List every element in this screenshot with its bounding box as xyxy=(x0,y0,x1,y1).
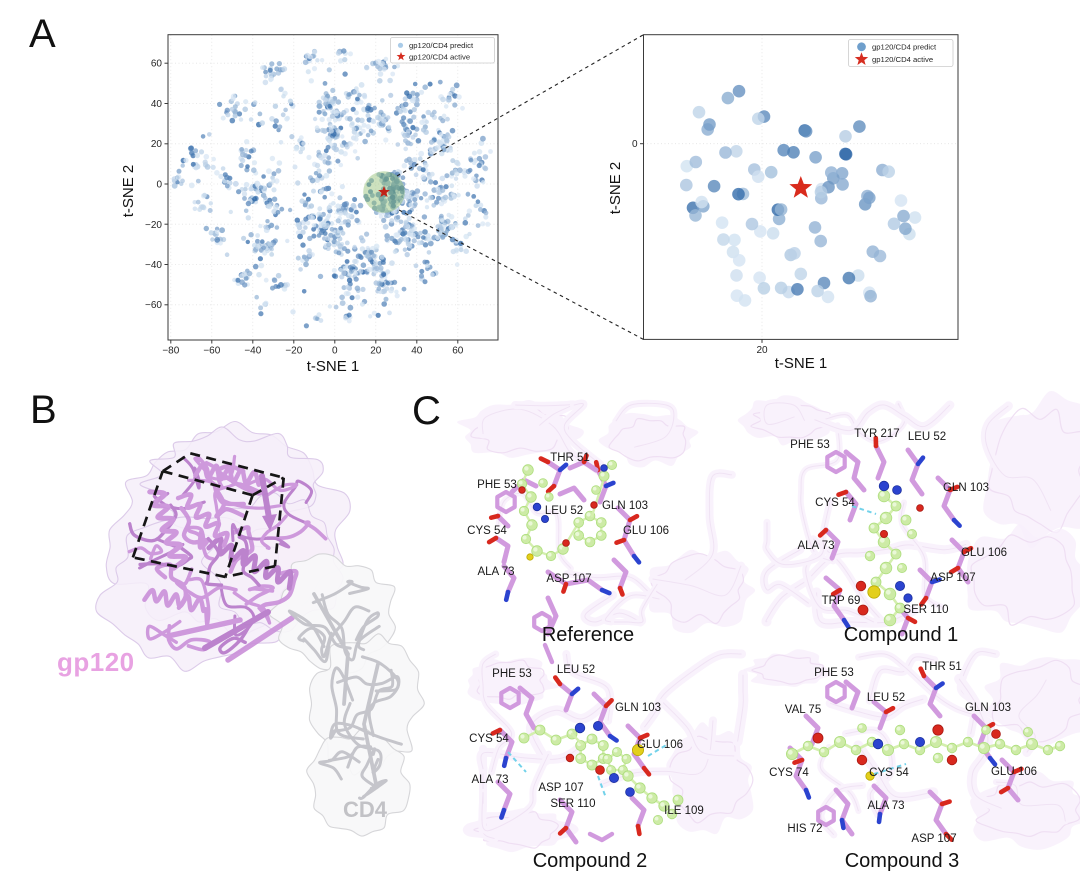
svg-text:C: C xyxy=(412,389,441,433)
svg-text:60: 60 xyxy=(151,59,163,70)
svg-text:t-SNE 2: t-SNE 2 xyxy=(120,165,137,218)
svg-text:−40: −40 xyxy=(145,260,162,271)
svg-text:gp120/CD4 predict: gp120/CD4 predict xyxy=(872,43,937,52)
svg-text:CD4: CD4 xyxy=(343,797,388,822)
svg-text:CYS 74: CYS 74 xyxy=(769,767,809,779)
svg-text:SER 110: SER 110 xyxy=(550,798,595,810)
svg-text:Compound 2: Compound 2 xyxy=(533,850,648,872)
svg-text:GLN 103: GLN 103 xyxy=(965,702,1011,714)
svg-text:ASP 107: ASP 107 xyxy=(930,572,975,584)
svg-text:A: A xyxy=(29,12,56,56)
svg-text:PHE 53: PHE 53 xyxy=(814,667,854,679)
svg-text:THR 51: THR 51 xyxy=(922,661,962,673)
svg-text:THR 51: THR 51 xyxy=(550,452,590,464)
svg-text:ASP 107: ASP 107 xyxy=(911,833,956,845)
svg-text:ALA 73: ALA 73 xyxy=(477,566,514,578)
svg-text:GLU 106: GLU 106 xyxy=(637,739,683,751)
svg-text:GLU 106: GLU 106 xyxy=(991,766,1037,778)
svg-text:ASP 107: ASP 107 xyxy=(538,782,583,794)
svg-text:−80: −80 xyxy=(162,346,179,357)
svg-text:Compound 1: Compound 1 xyxy=(844,624,959,646)
svg-text:PHE 53: PHE 53 xyxy=(790,439,830,451)
svg-text:CYS 54: CYS 54 xyxy=(469,733,509,745)
svg-text:0: 0 xyxy=(156,180,162,191)
svg-text:GLU 106: GLU 106 xyxy=(623,525,669,537)
svg-text:LEU 52: LEU 52 xyxy=(867,692,905,704)
svg-text:t-SNE 1: t-SNE 1 xyxy=(775,355,828,372)
svg-text:gp120: gp120 xyxy=(57,647,135,677)
svg-text:40: 40 xyxy=(411,346,423,357)
svg-text:TYR 217: TYR 217 xyxy=(854,428,899,440)
svg-text:40: 40 xyxy=(151,99,163,110)
svg-text:60: 60 xyxy=(452,346,464,357)
svg-text:ASP 107: ASP 107 xyxy=(546,573,591,585)
svg-text:−60: −60 xyxy=(145,300,162,311)
svg-text:ALA 73: ALA 73 xyxy=(471,774,508,786)
svg-text:Reference: Reference xyxy=(542,624,634,646)
svg-text:gp120/CD4 active: gp120/CD4 active xyxy=(872,55,933,64)
svg-text:−20: −20 xyxy=(285,346,302,357)
svg-text:VAL 75: VAL 75 xyxy=(785,704,821,716)
svg-text:B: B xyxy=(30,388,57,432)
svg-text:LEU 52: LEU 52 xyxy=(557,664,595,676)
svg-text:CYS 54: CYS 54 xyxy=(869,767,909,779)
svg-text:gp120/CD4 predict: gp120/CD4 predict xyxy=(409,41,474,50)
svg-text:GLU 106: GLU 106 xyxy=(961,547,1007,559)
svg-text:0: 0 xyxy=(332,346,338,357)
svg-text:TRP 69: TRP 69 xyxy=(822,595,861,607)
svg-text:−40: −40 xyxy=(244,346,261,357)
svg-text:LEU 52: LEU 52 xyxy=(908,431,946,443)
svg-text:Compound 3: Compound 3 xyxy=(845,850,960,872)
svg-text:−20: −20 xyxy=(145,220,162,231)
svg-text:gp120/CD4 active: gp120/CD4 active xyxy=(409,52,470,61)
svg-text:PHE 53: PHE 53 xyxy=(492,668,532,680)
svg-text:t-SNE 2: t-SNE 2 xyxy=(607,162,624,215)
svg-text:CYS 54: CYS 54 xyxy=(467,525,507,537)
svg-text:−60: −60 xyxy=(203,346,220,357)
svg-text:GLN 103: GLN 103 xyxy=(602,500,648,512)
svg-text:ILE 109: ILE 109 xyxy=(664,805,704,817)
svg-text:SER 110: SER 110 xyxy=(903,604,948,616)
svg-text:ALA 73: ALA 73 xyxy=(867,800,904,812)
svg-text:20: 20 xyxy=(370,346,382,357)
svg-text:t-SNE 1: t-SNE 1 xyxy=(307,358,360,375)
svg-text:HIS 72: HIS 72 xyxy=(787,823,822,835)
svg-text:GLN 103: GLN 103 xyxy=(943,482,989,494)
svg-text:GLN 103: GLN 103 xyxy=(615,702,661,714)
svg-text:0: 0 xyxy=(632,139,638,150)
svg-text:CYS 54: CYS 54 xyxy=(815,497,855,509)
svg-text:20: 20 xyxy=(756,345,768,356)
svg-text:20: 20 xyxy=(151,139,163,150)
svg-text:ALA 73: ALA 73 xyxy=(797,540,834,552)
svg-text:LEU 52: LEU 52 xyxy=(545,505,583,517)
svg-text:PHE 53: PHE 53 xyxy=(477,479,517,491)
